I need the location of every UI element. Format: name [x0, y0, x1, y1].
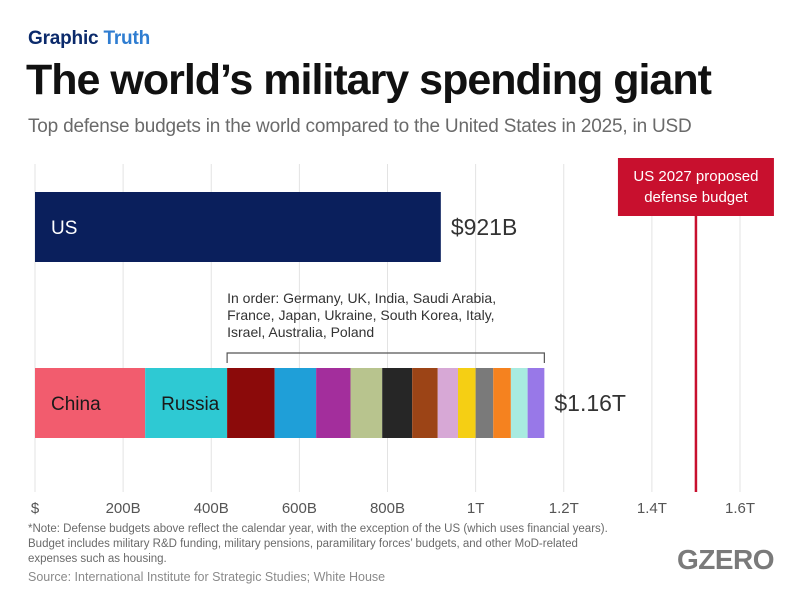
x-tick-label: 1.2T — [549, 500, 579, 517]
reference-label-box — [617, 158, 774, 216]
bar-segment — [145, 368, 228, 438]
reference-label: US 2027 proposed defense budget — [633, 168, 758, 206]
bar-segment — [227, 368, 275, 438]
bar-segment — [350, 368, 383, 438]
bracket-annotation: In order: Germany, UK, India, Saudi Arab… — [227, 290, 496, 340]
bar-segment — [493, 368, 511, 438]
bar-segment-label: Russia — [161, 394, 220, 415]
bar-segment — [35, 368, 146, 438]
x-tick-label: 200B — [106, 500, 141, 517]
brand-logo: GZERO — [676, 544, 775, 575]
kicker-graphic: Graphic — [28, 28, 99, 49]
chart-subtitle: Top defense budgets in the world compare… — [28, 116, 692, 137]
bar-segment — [510, 368, 528, 438]
bar-total-label: $921B — [451, 214, 518, 240]
bar-chart: $200B 400B 600B 800B 1T 1.2T 1.4T 1.6T US $921B Ch… — [31, 158, 774, 517]
bar-total-label: $1.16T — [554, 390, 626, 416]
chart-title: The world’s military spending giant — [26, 56, 712, 104]
bar-segment-label: US — [51, 218, 77, 239]
kicker-truth: Truth — [103, 28, 151, 49]
x-tick-label: 1T — [467, 500, 485, 517]
x-tick-label: 600B — [282, 500, 317, 517]
bar-segment — [35, 192, 441, 262]
x-tick-label: 400B — [194, 500, 229, 517]
bar-segment — [475, 368, 494, 438]
x-tick-label: 1.4T — [637, 500, 667, 517]
bar-segment — [527, 368, 545, 438]
bar-segment — [458, 368, 476, 438]
x-tick-label: 800B — [370, 500, 405, 517]
bar-segment — [382, 368, 413, 438]
bar-segment — [437, 368, 458, 438]
country-bracket — [226, 352, 545, 363]
x-tick-label: $ — [31, 500, 40, 517]
bar-segment-label: China — [51, 394, 101, 415]
footnote: *Note: Defense budgets above reflect the… — [28, 523, 608, 565]
bar-segment — [412, 368, 438, 438]
bar-segment — [316, 368, 351, 438]
x-tick-label: 1.6T — [725, 500, 755, 517]
kicker: Graphic Truth — [28, 28, 150, 50]
bar-segment — [274, 368, 317, 438]
source-note: Source: International Institute for Stra… — [28, 570, 386, 584]
